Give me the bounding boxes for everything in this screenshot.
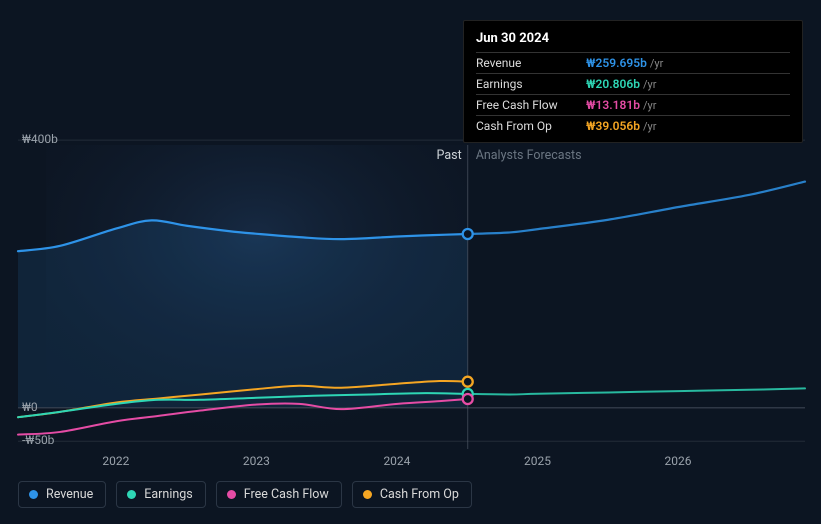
- x-axis-tick: 2022: [102, 454, 129, 468]
- tooltip-row-value: ₩13.181b: [586, 98, 640, 112]
- y-axis-tick: ₩400b: [22, 132, 58, 146]
- tooltip-row: Earnings₩20.806b/yr: [476, 73, 790, 94]
- legend-label: Free Cash Flow: [244, 487, 329, 502]
- x-axis-tick: 2024: [383, 454, 410, 468]
- x-axis-tick: 2026: [665, 454, 692, 468]
- cursor-marker: [463, 229, 473, 239]
- tooltip-row: Cash From Op₩39.056b/yr: [476, 115, 790, 136]
- legend-dot-icon: [363, 490, 372, 499]
- x-axis-tick: 2023: [243, 454, 270, 468]
- tooltip-row-value: ₩259.695b: [586, 56, 647, 70]
- chart-tooltip: Jun 30 2024 Revenue₩259.695b/yrEarnings₩…: [463, 20, 803, 143]
- legend-label: Earnings: [144, 487, 192, 502]
- y-axis-tick: ₩0: [22, 400, 38, 414]
- tooltip-row-value: ₩39.056b: [586, 119, 640, 133]
- tooltip-row-suffix: /yr: [643, 99, 656, 112]
- tooltip-row-suffix: /yr: [643, 120, 656, 133]
- x-axis-tick: 2025: [524, 454, 551, 468]
- tooltip-row: Revenue₩259.695b/yr: [476, 52, 790, 73]
- cursor-marker: [463, 394, 473, 404]
- zone-label-forecast: Analysts Forecasts: [476, 148, 582, 163]
- legend-item-cfo[interactable]: Cash From Op: [352, 481, 472, 508]
- legend-item-earnings[interactable]: Earnings: [116, 481, 205, 508]
- tooltip-row-label: Earnings: [476, 77, 586, 91]
- legend-item-revenue[interactable]: Revenue: [18, 481, 106, 508]
- legend-dot-icon: [127, 490, 136, 499]
- tooltip-title: Jun 30 2024: [476, 31, 790, 52]
- tooltip-row-label: Free Cash Flow: [476, 98, 586, 112]
- financial-forecast-chart: Past Analysts Forecasts ₩400b ₩0 -₩50b 202…: [0, 0, 821, 524]
- tooltip-row-label: Revenue: [476, 56, 586, 70]
- zone-label-past: Past: [408, 148, 462, 163]
- legend-label: Revenue: [46, 487, 93, 502]
- legend-dot-icon: [29, 490, 38, 499]
- chart-legend: Revenue Earnings Free Cash Flow Cash From O…: [18, 481, 472, 508]
- legend-item-fcf[interactable]: Free Cash Flow: [216, 481, 342, 508]
- tooltip-row-suffix: /yr: [650, 57, 663, 70]
- legend-dot-icon: [227, 490, 236, 499]
- tooltip-row-suffix: /yr: [643, 78, 656, 91]
- tooltip-row-value: ₩20.806b: [586, 77, 640, 91]
- cursor-marker: [463, 377, 473, 387]
- tooltip-row: Free Cash Flow₩13.181b/yr: [476, 94, 790, 115]
- tooltip-row-label: Cash From Op: [476, 119, 586, 133]
- legend-label: Cash From Op: [380, 487, 459, 502]
- y-axis-tick: -₩50b: [22, 433, 54, 447]
